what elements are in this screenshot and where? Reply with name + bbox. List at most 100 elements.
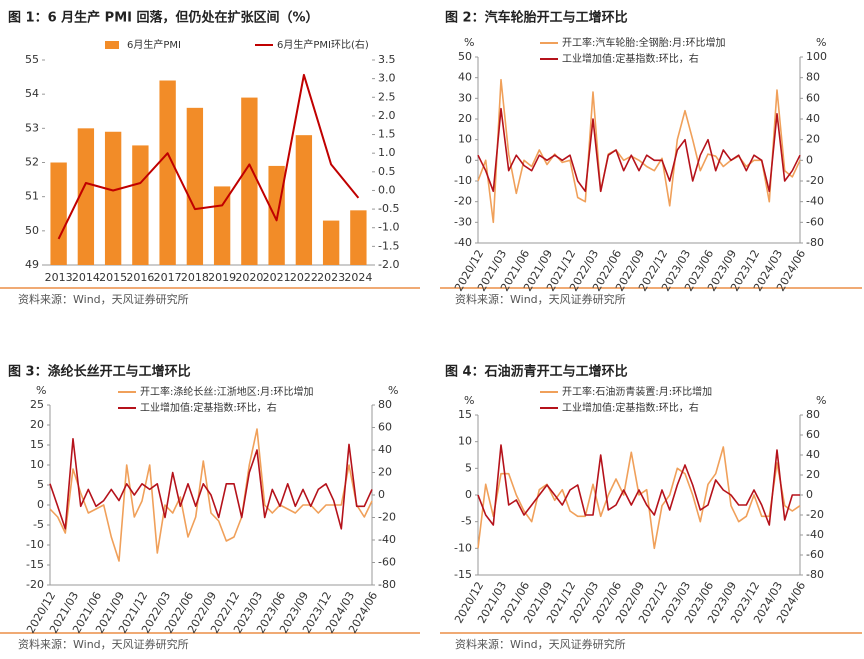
y-tick-label: 0 <box>37 498 44 511</box>
x-tick-label: 2018 <box>181 271 209 284</box>
source-note: 资料来源：Wind，天风证券研究所 <box>455 637 626 651</box>
chart-title: 图 2：汽车轮胎开工与工增环比 <box>445 10 628 26</box>
y2-tick-label: 0 <box>378 488 385 501</box>
legend-label: 开工率:汽车轮胎:全钢胎:月:环比增加 <box>562 36 725 49</box>
y2-tick-label: 20 <box>806 133 820 146</box>
source-note: 资料来源：Wind，天风证券研究所 <box>18 292 189 306</box>
y2-tick-label: -40 <box>806 195 824 208</box>
y2-tick-label: 1.0 <box>378 146 396 159</box>
x-tick-label: 2016 <box>126 271 154 284</box>
x-tick-label: 2021 <box>263 271 291 284</box>
y-tick-label: 15 <box>30 438 44 451</box>
y2-tick-label: -80 <box>378 578 396 591</box>
y2-tick-label: 3.0 <box>378 72 396 85</box>
y-tick-label: 0 <box>465 153 472 166</box>
legend-swatch <box>105 41 119 49</box>
chart-title: 图 1：6 月生产 PMI 回落，但仍处在扩张区间（%） <box>8 10 319 26</box>
y2-tick-label: -20 <box>806 174 824 187</box>
y-tick-label: -10 <box>454 174 472 187</box>
y-tick-label: 52 <box>25 156 39 169</box>
y-tick-label: 0 <box>465 488 472 501</box>
y2-tick-label: 60 <box>806 428 820 441</box>
y-unit: % <box>36 384 46 397</box>
series-line <box>49 428 373 562</box>
y2-tick-label: -1.0 <box>378 221 399 234</box>
y2-tick-label: -60 <box>378 556 396 569</box>
bar <box>295 135 313 265</box>
y-tick-label: 55 <box>25 53 39 66</box>
y-tick-label: 5 <box>37 478 44 491</box>
legend-label: 6月生产PMI <box>127 38 181 51</box>
x-tick-label: 2013 <box>45 271 73 284</box>
y2-tick-label: -60 <box>806 215 824 228</box>
y2-tick-label: -40 <box>378 533 396 546</box>
y2-tick-label: 40 <box>806 112 820 125</box>
y-tick-label: -10 <box>454 541 472 554</box>
legend-label: 工业增加值:定基指数:环比，右 <box>562 52 699 65</box>
y-tick-label: 10 <box>458 133 472 146</box>
series-line <box>49 438 373 530</box>
x-tick-label: 2019 <box>208 271 236 284</box>
y-unit: % <box>464 394 474 407</box>
y2-tick-label: 80 <box>378 398 392 411</box>
x-tick-label: 2020 <box>235 271 263 284</box>
bar <box>104 131 122 265</box>
y-tick-label: 54 <box>25 87 39 100</box>
bar <box>50 162 67 265</box>
y2-tick-label: 3.5 <box>378 53 396 66</box>
y2-tick-label: -2.0 <box>378 258 399 271</box>
y2-tick-label: 40 <box>378 443 392 456</box>
y2-tick-label: 0 <box>806 153 813 166</box>
y-tick-label: -20 <box>26 578 44 591</box>
y2-tick-label: 80 <box>806 71 820 84</box>
x-tick-label: 2023 <box>317 271 345 284</box>
x-tick-label: 2014 <box>72 271 100 284</box>
y-tick-label: 10 <box>458 435 472 448</box>
y-tick-label: 50 <box>458 50 472 63</box>
y-tick-label: 20 <box>458 112 472 125</box>
series-line <box>477 444 800 526</box>
y-unit: % <box>464 36 474 49</box>
y2-tick-label: 2.5 <box>378 90 396 103</box>
y2-tick-label: 1.5 <box>378 128 396 141</box>
legend-label: 开工率:石油沥青装置:月:环比增加 <box>562 385 712 398</box>
y-tick-label: -30 <box>454 215 472 228</box>
y-tick-label: 15 <box>458 408 472 421</box>
y2-tick-label: -60 <box>806 548 824 561</box>
legend-label: 开工率:涤纶长丝:江浙地区:月:环比增加 <box>140 385 313 398</box>
y2-tick-label: -80 <box>806 236 824 249</box>
chart-title: 图 4：石油沥青开工与工增环比 <box>445 364 628 380</box>
chart-title: 图 3：涤纶长丝开工与工增环比 <box>8 364 191 380</box>
y-tick-label: -15 <box>454 568 472 581</box>
source-note: 资料来源：Wind，天风证券研究所 <box>18 637 189 651</box>
series-line <box>477 446 801 550</box>
y-tick-label: 50 <box>25 224 39 237</box>
y2-tick-label: 40 <box>806 448 820 461</box>
y2-tick-label: 0.0 <box>378 183 396 196</box>
y-tick-label: 40 <box>458 71 472 84</box>
y2-tick-label: -0.5 <box>378 202 399 215</box>
y-tick-label: -5 <box>33 518 44 531</box>
legend-label: 6月生产PMI环比(右) <box>277 38 369 51</box>
x-tick-label: 2024 <box>344 271 372 284</box>
y-tick-label: 25 <box>30 398 44 411</box>
y-tick-label: -20 <box>454 195 472 208</box>
bar <box>186 107 204 265</box>
x-tick-label: 2022 <box>290 271 318 284</box>
y-tick-label: -10 <box>26 538 44 551</box>
legend-label: 工业增加值:定基指数:环比，右 <box>562 401 699 414</box>
legend-label: 工业增加值:定基指数:环比，右 <box>140 401 277 414</box>
y2-tick-label: -20 <box>378 511 396 524</box>
x-tick-label: 2017 <box>154 271 182 284</box>
y2-unit: % <box>388 384 398 397</box>
y2-tick-label: 100 <box>806 50 827 63</box>
bar <box>132 145 149 265</box>
y-tick-label: -5 <box>461 515 472 528</box>
y-tick-label: 20 <box>30 418 44 431</box>
y-tick-label: 10 <box>30 458 44 471</box>
series-line <box>57 73 360 240</box>
series-line <box>477 107 801 193</box>
y-tick-label: -15 <box>26 558 44 571</box>
y2-tick-label: -20 <box>806 508 824 521</box>
bar <box>241 97 258 265</box>
